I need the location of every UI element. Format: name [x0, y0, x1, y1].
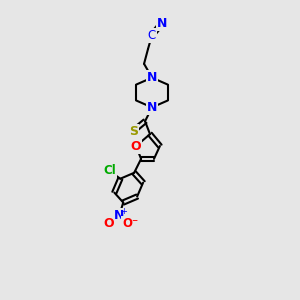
- Text: N: N: [157, 17, 167, 30]
- Text: +: +: [120, 207, 127, 216]
- Text: N: N: [147, 71, 157, 84]
- Text: O: O: [103, 217, 114, 230]
- Text: S: S: [129, 125, 138, 138]
- Text: Cl: Cl: [103, 164, 116, 177]
- Text: O: O: [131, 140, 141, 152]
- Text: O⁻: O⁻: [122, 217, 138, 230]
- Text: N: N: [114, 209, 124, 222]
- Text: C: C: [148, 28, 156, 42]
- Text: N: N: [147, 101, 157, 114]
